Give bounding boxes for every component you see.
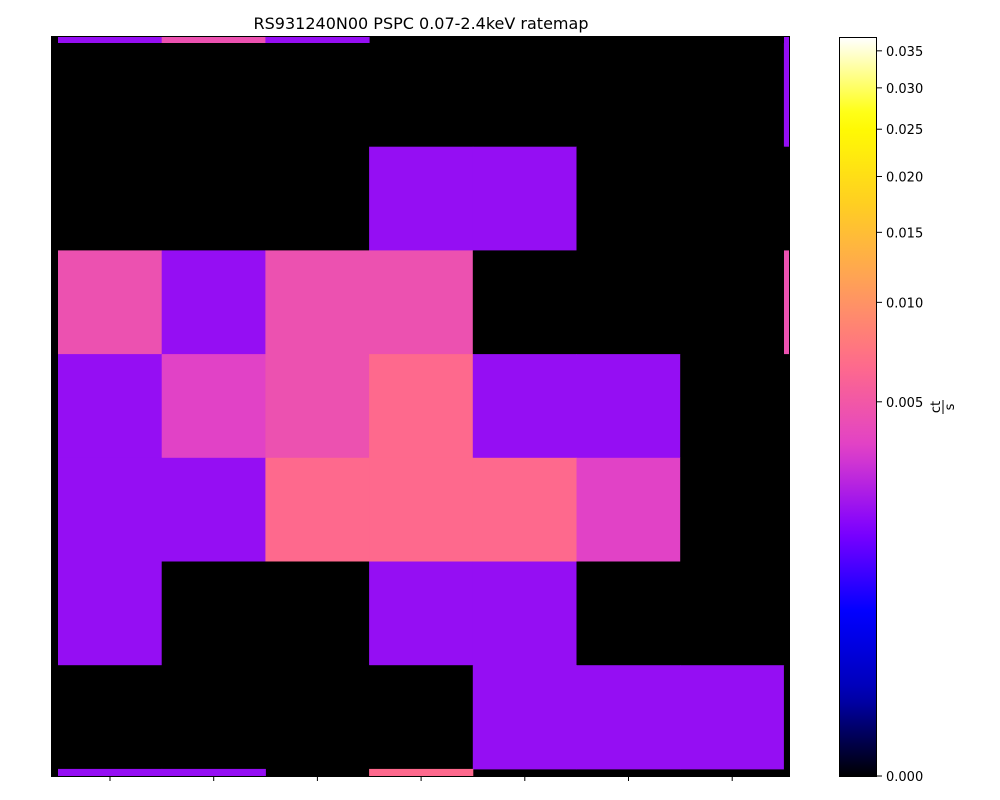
heatmap-cell — [576, 561, 681, 666]
heatmap-cell — [576, 354, 681, 459]
heatmap-cell — [472, 665, 577, 770]
heatmap-cell — [58, 354, 163, 459]
heatmap-cell — [161, 146, 266, 251]
colorbar-tick-label: 0.005 — [886, 396, 923, 411]
heatmap-cell — [472, 561, 577, 666]
heatmap-cell — [472, 354, 577, 459]
heatmap-edge-cell — [784, 37, 789, 43]
heatmap-cell — [576, 665, 681, 770]
heatmap-cell — [58, 43, 163, 148]
colorbar-tick-label: 0.025 — [886, 123, 923, 138]
heatmap-edge-cell — [161, 768, 266, 776]
heatmap-cell — [576, 146, 681, 251]
heatmap-cell — [680, 457, 785, 562]
x-axis-ticks — [109, 776, 733, 781]
heatmap-cell — [58, 457, 163, 562]
heatmap-cell — [783, 43, 790, 148]
heatmap-cell — [265, 665, 370, 770]
heatmap-cell — [783, 354, 790, 459]
heatmap-cell — [161, 43, 266, 148]
colorbar-unit-denominator: s — [943, 403, 958, 410]
heatmap-cell — [58, 665, 163, 770]
heatmap-edge-cell — [161, 37, 266, 43]
colorbar-unit-label: ct s — [929, 400, 958, 414]
colorbar-unit-numerator: ct — [929, 401, 944, 413]
heatmap-edge-cell — [369, 768, 474, 776]
heatmap-cell — [369, 146, 474, 251]
heatmap-cell — [783, 146, 790, 251]
heatmap-cell — [680, 146, 785, 251]
colorbar-tick-label: 0.030 — [886, 82, 923, 97]
heatmap-cell — [58, 146, 163, 251]
heatmap-cell — [161, 457, 266, 562]
colorbar-tick-label: 0.000 — [886, 770, 923, 785]
heatmap-cell — [369, 354, 474, 459]
heatmap-cell — [369, 457, 474, 562]
heatmap-cell — [58, 250, 163, 355]
heatmap-cell — [161, 354, 266, 459]
heatmap-frame — [51, 36, 790, 777]
colorbar-tick-label: 0.035 — [886, 45, 923, 60]
heatmap-cell — [472, 250, 577, 355]
heatmap-cell — [265, 250, 370, 355]
heatmap-cell — [265, 354, 370, 459]
heatmap-cell — [161, 250, 266, 355]
heatmap-cell — [783, 561, 790, 666]
heatmap-cell — [161, 665, 266, 770]
heatmap-cell — [576, 250, 681, 355]
heatmap-cell — [680, 250, 785, 355]
heatmap-plot — [52, 37, 790, 776]
heatmap-cell — [783, 457, 790, 562]
heatmap-cell — [576, 43, 681, 148]
heatmap-cell — [576, 457, 681, 562]
heatmap-edge-cell — [265, 37, 370, 43]
heatmap-cell — [472, 457, 577, 562]
heatmap-cell — [680, 354, 785, 459]
heatmap-cell — [680, 665, 785, 770]
heatmap-cell — [369, 250, 474, 355]
heatmap-cell — [472, 43, 577, 148]
heatmap-cell — [58, 561, 163, 666]
heatmap-cell — [472, 146, 577, 251]
heatmap-cell — [161, 561, 266, 666]
heatmap-cell — [369, 561, 474, 666]
heatmap-edge-cell — [784, 250, 789, 355]
heatmap-edge-cell — [58, 37, 163, 43]
heatmap-cell — [265, 43, 370, 148]
colorbar — [839, 37, 877, 777]
heatmap-cell — [783, 665, 790, 770]
heatmap-cell — [265, 457, 370, 562]
heatmap-cell — [265, 561, 370, 666]
heatmap-edge-cell — [58, 768, 163, 776]
heatmap-cell — [680, 43, 785, 148]
heatmap-cell — [265, 146, 370, 251]
heatmap-cell — [680, 561, 785, 666]
heatmap-cell — [369, 665, 474, 770]
chart-title: RS931240N00 PSPC 0.07-2.4keV ratemap — [254, 14, 589, 33]
colorbar-tick-label: 0.020 — [886, 170, 923, 185]
colorbar-tick-label: 0.015 — [886, 226, 923, 241]
colorbar-tick-label: 0.010 — [886, 296, 923, 311]
colorbar-ticks: 0.000 0.005 0.010 0.015 0.020 0.025 0.030 0.035 — [877, 45, 923, 785]
heatmap-cell — [369, 43, 474, 148]
